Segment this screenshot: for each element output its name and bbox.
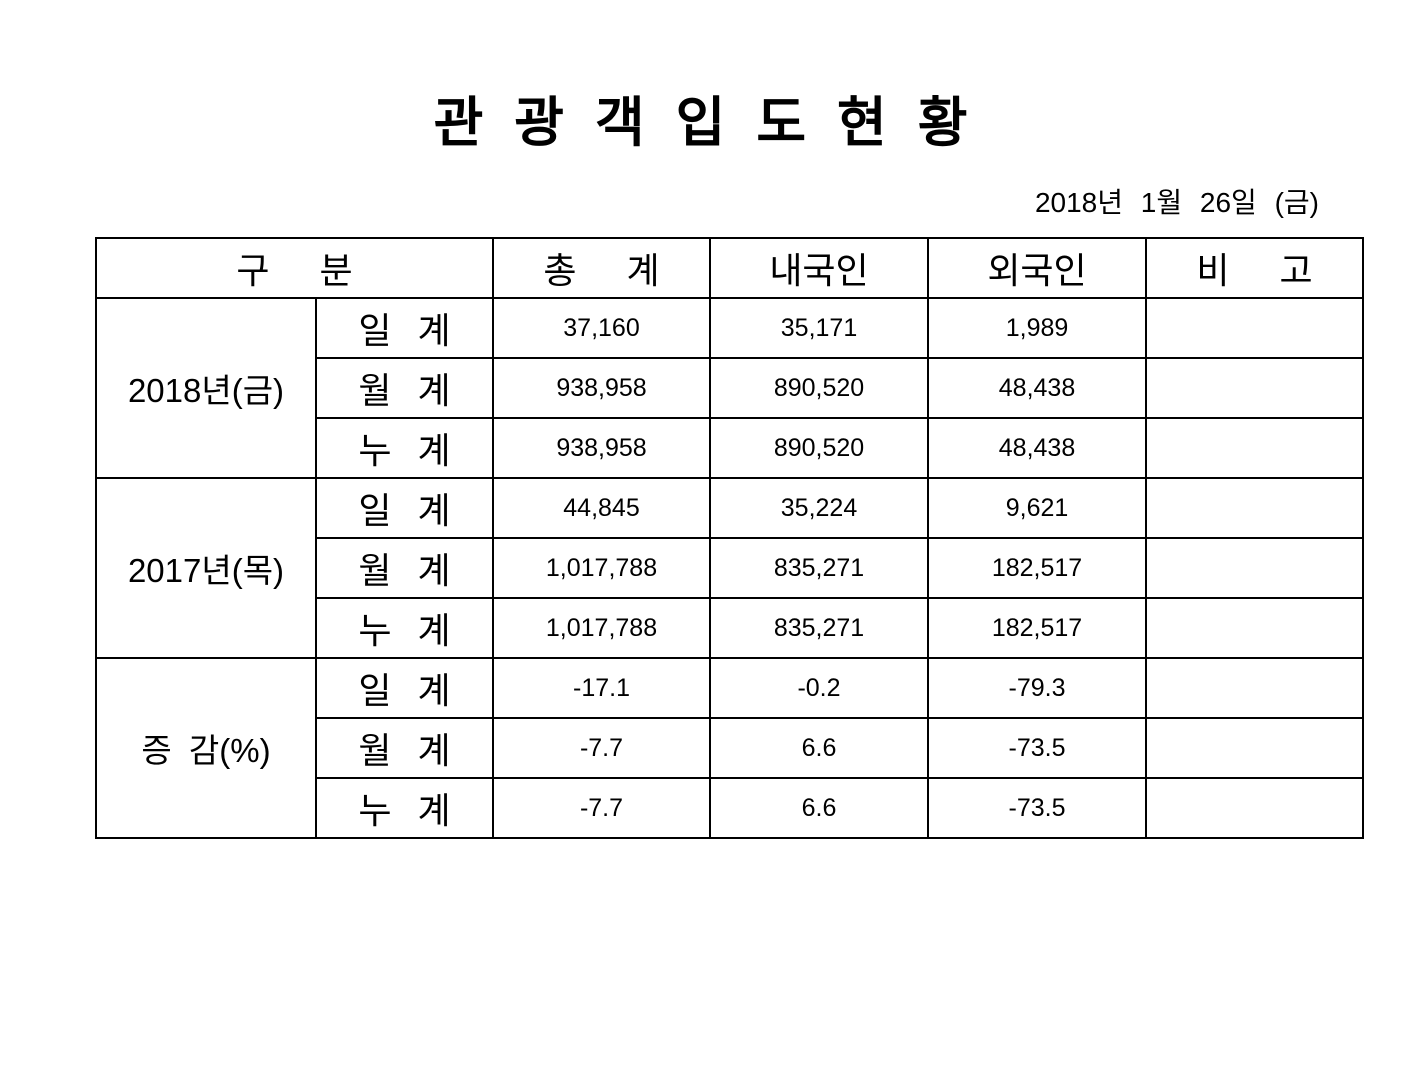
cell-total: 1,017,788: [492, 537, 711, 599]
row-label: 일 계: [315, 477, 494, 539]
table-row: 월 계 1,017,788 835,271 182,517: [96, 537, 1364, 599]
report-date: 2018년 1월 26일 (금): [1034, 187, 1319, 218]
cell-foreign: 9,621: [927, 477, 1147, 539]
group-label-2018: 2018년(금): [95, 297, 317, 479]
cell-total: -7.7: [492, 717, 711, 779]
cell-foreign: 182,517: [927, 597, 1147, 659]
table-row: 월 계 -7.7 6.6 -73.5: [96, 717, 1364, 779]
cell-remarks: [1145, 717, 1364, 779]
cell-domestic: 6.6: [709, 717, 929, 779]
table-row: 월 계 938,958 890,520 48,438: [96, 357, 1364, 419]
cell-remarks: [1145, 537, 1364, 599]
cell-total: 938,958: [492, 357, 711, 419]
header-total: 총 계: [492, 237, 711, 299]
table-row: 증 감(%) 일 계 -17.1 -0.2 -79.3: [95, 657, 1364, 839]
cell-domestic: 890,520: [709, 357, 929, 419]
cell-total: -17.1: [492, 657, 711, 719]
cell-foreign: 48,438: [927, 417, 1147, 479]
row-label: 일 계: [315, 297, 494, 359]
cell-foreign: -73.5: [927, 717, 1147, 779]
table-row: 누 계 938,958 890,520 48,438: [96, 417, 1364, 479]
header-domestic: 내국인: [709, 237, 929, 299]
cell-remarks: [1145, 477, 1364, 539]
cell-domestic: 6.6: [709, 777, 929, 839]
cell-foreign: 48,438: [927, 357, 1147, 419]
cell-remarks: [1145, 657, 1364, 719]
table-row: 2017년(목) 일 계 44,845 35,224 9,621: [95, 477, 1364, 659]
row-label: 누 계: [315, 777, 494, 839]
cell-foreign: -79.3: [927, 657, 1147, 719]
table-row: 누 계 -7.7 6.6 -73.5: [96, 777, 1364, 839]
cell-foreign: 1,989: [927, 297, 1147, 359]
cell-foreign: -73.5: [927, 777, 1147, 839]
cell-domestic: 35,224: [709, 477, 929, 539]
cell-total: 938,958: [492, 417, 711, 479]
page-title: 관 광 객 입 도 현 황: [433, 93, 970, 153]
header-category: 구 분: [95, 237, 494, 299]
group-label-2017: 2017년(목): [95, 477, 317, 659]
cell-foreign: 182,517: [927, 537, 1147, 599]
cell-total: 1,017,788: [492, 597, 711, 659]
row-label: 누 계: [315, 597, 494, 659]
row-label: 누 계: [315, 417, 494, 479]
cell-total: 44,845: [492, 477, 711, 539]
header-foreign: 외국인: [927, 237, 1147, 299]
cell-domestic: 890,520: [709, 417, 929, 479]
row-label: 월 계: [315, 717, 494, 779]
cell-domestic: 835,271: [709, 537, 929, 599]
group-label-change: 증 감(%): [95, 657, 317, 839]
table-row: 2018년(금) 일 계 37,160 35,171 1,989: [95, 297, 1364, 479]
cell-remarks: [1145, 777, 1364, 839]
tourist-arrival-table: 구 분 총 계 내국인 외국인 비 고 2018년(금) 일 계 37,160 …: [95, 237, 1364, 839]
cell-remarks: [1145, 297, 1364, 359]
header-remarks: 비 고: [1145, 237, 1364, 299]
document-page: 관 광 객 입 도 현 황 2018년 1월 26일 (금) 구 분 총 계 내…: [0, 78, 1403, 1070]
table-header-row: 구 분 총 계 내국인 외국인 비 고: [95, 237, 1364, 299]
cell-domestic: 35,171: [709, 297, 929, 359]
cell-total: 37,160: [492, 297, 711, 359]
cell-total: -7.7: [492, 777, 711, 839]
row-label: 일 계: [315, 657, 494, 719]
cell-domestic: -0.2: [709, 657, 929, 719]
cell-domestic: 835,271: [709, 597, 929, 659]
cell-remarks: [1145, 417, 1364, 479]
table-row: 누 계 1,017,788 835,271 182,517: [96, 597, 1364, 659]
row-label: 월 계: [315, 537, 494, 599]
cell-remarks: [1145, 357, 1364, 419]
row-label: 월 계: [315, 357, 494, 419]
cell-remarks: [1145, 597, 1364, 659]
